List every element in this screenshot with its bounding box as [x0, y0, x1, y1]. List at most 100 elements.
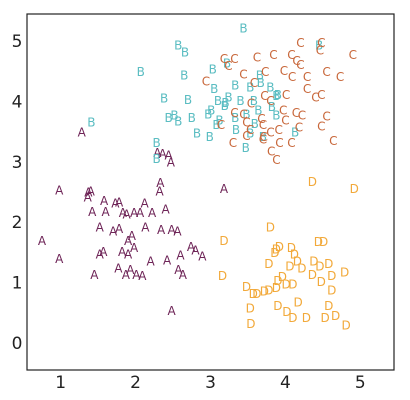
- scatter-point-a: A: [164, 148, 173, 162]
- scatter-point-c: C: [202, 75, 210, 89]
- scatter-point-d: D: [293, 296, 302, 310]
- scatter-point-d: D: [278, 270, 287, 284]
- scatter-point-a: A: [111, 197, 120, 211]
- scatter-point-d: D: [315, 259, 324, 273]
- scatter-point-d: D: [293, 255, 302, 269]
- scatter-point-b: B: [266, 81, 274, 95]
- scatter-point-a: A: [179, 268, 188, 282]
- scatter-point-d: D: [340, 265, 349, 279]
- scatter-point-d: D: [308, 175, 317, 189]
- scatter-point-b: B: [188, 111, 196, 125]
- scatter-point-c: C: [275, 123, 283, 137]
- x-tick-label: 1: [55, 373, 66, 393]
- scatter-point-a: A: [96, 221, 105, 235]
- scatter-point-a: A: [163, 253, 172, 267]
- scatter-point-a: A: [146, 255, 155, 269]
- scatter-point-b: B: [184, 93, 192, 107]
- scatter-point-b: B: [242, 107, 250, 121]
- scatter-point-d: D: [246, 302, 255, 316]
- x-tick-label: 2: [130, 373, 141, 393]
- scatter-point-d: D: [288, 277, 297, 291]
- scatter-point-b: B: [272, 89, 280, 103]
- scatter-point-b: B: [180, 69, 188, 83]
- scatter-point-a: A: [198, 250, 207, 264]
- scatter-point-a: A: [96, 247, 105, 261]
- scatter-point-b: B: [137, 65, 145, 79]
- scatter-point-a: A: [126, 263, 135, 277]
- scatter-point-d: D: [309, 255, 318, 269]
- scatter-point-d: D: [242, 280, 251, 294]
- scatter-point-c: C: [279, 104, 287, 118]
- scatter-point-c: C: [230, 52, 238, 66]
- plot-frame: [26, 13, 395, 371]
- scatter-point-b: B: [256, 69, 264, 83]
- scatter-point-c: C: [295, 121, 303, 135]
- scatter-point-c: C: [217, 118, 225, 132]
- scatter-point-c: C: [267, 145, 275, 159]
- y-tick-label: 4: [12, 93, 23, 113]
- scatter-point-c: C: [259, 133, 267, 147]
- scatter-point-c: C: [287, 48, 295, 62]
- scatter-point-d: D: [264, 257, 273, 271]
- scatter-point-b: B: [160, 92, 168, 106]
- scatter-point-c: C: [275, 136, 283, 150]
- scatter-point-c: C: [292, 54, 300, 68]
- scatter-point-d: D: [341, 319, 350, 333]
- scatter-point-a: A: [132, 268, 141, 282]
- scatter-point-d: D: [324, 299, 333, 313]
- scatter-point-d: D: [270, 246, 279, 260]
- scatter-point-c: C: [317, 88, 325, 102]
- scatter-point-d: D: [282, 305, 291, 319]
- scatter-point-b: B: [207, 104, 215, 118]
- scatter-point-b: B: [204, 107, 212, 121]
- scatter-point-a: A: [161, 203, 170, 217]
- scatter-point-a: A: [128, 229, 137, 243]
- scatter-point-a: A: [155, 185, 164, 199]
- scatter-point-a: A: [148, 206, 157, 220]
- scatter-point-c: C: [303, 70, 311, 84]
- scatter-point-b: B: [272, 109, 280, 123]
- scatter-point-c: C: [247, 96, 255, 110]
- scatter-point-a: A: [187, 240, 196, 254]
- scatter-point-b: B: [223, 57, 231, 71]
- scatter-point-c: C: [317, 36, 325, 50]
- scatter-point-a: A: [55, 183, 64, 197]
- scatter-point-b: B: [251, 117, 259, 131]
- scatter-point-a: A: [101, 205, 110, 219]
- scatter-point-c: C: [239, 67, 247, 81]
- scatter-point-b: B: [291, 125, 299, 139]
- x-tick-label: 3: [205, 373, 216, 393]
- scatter-point-a: A: [90, 268, 99, 282]
- scatter-point-c: C: [272, 153, 280, 167]
- scatter-point-a: A: [158, 147, 167, 161]
- scatter-point-d: D: [327, 284, 336, 298]
- scatter-point-b: B: [152, 152, 160, 166]
- scatter-point-d: D: [218, 269, 227, 283]
- scatter-point-c: C: [298, 109, 306, 123]
- scatter-point-d: D: [308, 268, 317, 282]
- scatter-point-c: C: [316, 43, 324, 57]
- scatter-point-d: D: [288, 311, 297, 325]
- scatter-point-c: C: [287, 136, 295, 150]
- scatter-point-c: C: [269, 48, 277, 62]
- scatter-point-d: D: [272, 281, 281, 295]
- x-tick-label: 5: [355, 373, 366, 393]
- scatter-point-c: C: [230, 106, 238, 120]
- scatter-point-d: D: [252, 287, 261, 301]
- scatter-point-a: A: [55, 252, 64, 266]
- scatter-point-b: B: [193, 127, 201, 141]
- scatter-point-b: B: [215, 113, 223, 127]
- scatter-point-c: C: [322, 110, 330, 124]
- scatter-point-d: D: [249, 287, 258, 301]
- scatter-point-c: C: [257, 112, 265, 126]
- scatter-point-c: C: [260, 130, 268, 144]
- scatter-point-c: C: [282, 88, 290, 102]
- scatter-point-a: A: [167, 156, 176, 170]
- scatter-point-c: C: [220, 52, 228, 66]
- scatter-point-d: D: [331, 309, 340, 323]
- scatter-point-a: A: [84, 186, 93, 200]
- scatter-point-d: D: [350, 182, 359, 196]
- scatter-point-d: D: [264, 284, 273, 298]
- scatter-point-d: D: [324, 257, 333, 271]
